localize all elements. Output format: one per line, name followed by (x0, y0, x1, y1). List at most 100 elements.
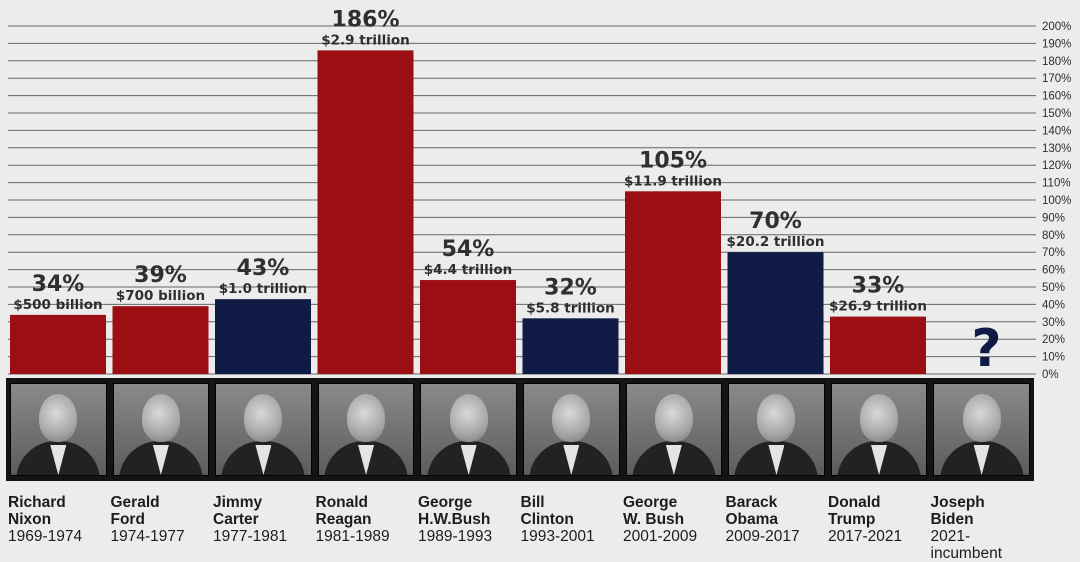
last-name: Ford (110, 511, 145, 528)
percent-label: 70% (749, 209, 802, 234)
bar-labels: 34%$500 billion 39%$700 billion 43%$1.0 tr… (13, 7, 1001, 378)
name-block-h-w-bush: George H.W.Bush 1989-1993 (418, 494, 528, 545)
head-shape (552, 394, 591, 442)
y-axis-ticks: 0% 10% 20% 30% 40% 50% 60% 70% 80% 90% 100% 110% 120… (1042, 21, 1071, 378)
first-name: Donald (828, 494, 881, 511)
name-block-obama: Barack Obama 2009-2017 (726, 494, 836, 545)
debt-label: $4.4 trillion (424, 262, 513, 278)
last-name: Nixon (8, 511, 52, 528)
portrait-reagan (317, 383, 415, 476)
term-years: 1981-1989 (315, 528, 390, 545)
y-tick-label: 110% (1042, 178, 1071, 190)
president-names: Richard Nixon 1969-1974 Gerald Ford 1974-1977… (8, 494, 1078, 562)
last-name: Obama (725, 511, 779, 528)
term-years: 2001-2009 (623, 528, 698, 545)
y-tick-label: 190% (1042, 38, 1071, 50)
bar-carter (215, 299, 311, 374)
percent-label: 32% (544, 275, 597, 300)
y-tick-label: 70% (1042, 247, 1065, 259)
head-shape (244, 394, 283, 442)
y-tick-label: 50% (1042, 282, 1065, 294)
head-shape (962, 394, 1001, 442)
bar-trump (830, 316, 926, 374)
y-tick-label: 30% (1042, 317, 1065, 329)
percent-label: 105% (639, 148, 707, 173)
y-tick-label: 100% (1042, 195, 1071, 207)
bar-ford (112, 306, 209, 374)
bar-obama (727, 252, 824, 374)
head-shape (757, 394, 796, 442)
portrait-w-bush (625, 383, 723, 476)
term-years: 1974-1977 (110, 528, 185, 545)
debt-label: $26.9 trillion (829, 299, 927, 315)
debt-label: $2.9 trillion (321, 32, 410, 48)
term-years: 2017-2021 (828, 528, 903, 545)
term-years: 1977-1981 (213, 528, 288, 545)
first-name: Gerald (110, 494, 160, 511)
head-shape (39, 394, 78, 442)
bar-w-bush (625, 191, 721, 374)
debt-label: $700 billion (116, 288, 205, 304)
name-block-ford: Gerald Ford 1974-1977 (111, 494, 221, 545)
portrait-strip (6, 378, 1034, 481)
first-name: George (418, 494, 473, 511)
y-tick-label: 140% (1042, 125, 1071, 137)
name-block-trump: Donald Trump 2017-2021 (828, 494, 938, 545)
bar-h-w-bush (420, 280, 516, 374)
first-name: Richard (8, 494, 66, 511)
last-name: Carter (213, 511, 259, 528)
bar-reagan (317, 50, 414, 375)
y-tick-label: 10% (1042, 352, 1065, 364)
chart-area: 0% 10% 20% 30% 40% 50% 60% 70% 80% 90% 100% 110% 120… (8, 7, 1071, 378)
term-years: 1969-1974 (8, 528, 83, 545)
name-block-w-bush: George W. Bush 2001-2009 (623, 494, 733, 545)
head-shape (449, 394, 488, 442)
y-tick-label: 80% (1042, 230, 1065, 242)
y-tick-label: 60% (1042, 265, 1065, 277)
first-name: Barack (725, 494, 778, 511)
y-tick-label: 200% (1042, 21, 1071, 33)
debt-label: $1.0 trillion (219, 281, 308, 297)
percent-label: 43% (237, 256, 290, 281)
last-name: Biden (930, 511, 974, 528)
bars (10, 50, 926, 375)
head-shape (141, 394, 180, 442)
last-name: Clinton (520, 511, 574, 528)
y-tick-label: 0% (1042, 369, 1059, 378)
first-name: George (623, 494, 678, 511)
first-name: Bill (520, 494, 545, 511)
term-years: 1993-2001 (520, 528, 595, 545)
last-name: W. Bush (623, 511, 685, 528)
y-tick-label: 90% (1042, 212, 1065, 224)
percent-label: 39% (134, 263, 187, 288)
debt-label: $11.9 trillion (624, 173, 722, 189)
name-block-biden: Joseph Biden 2021-incumbent (931, 494, 1041, 562)
y-tick-label: 160% (1042, 91, 1071, 103)
portrait-clinton (522, 383, 620, 476)
y-tick-label: 170% (1042, 73, 1071, 85)
percent-label: 33% (852, 274, 905, 299)
unknown-value-mark: ? (971, 319, 1001, 378)
debt-label: $20.2 trillion (727, 234, 825, 250)
portrait-nixon (10, 383, 107, 476)
portrait-ford (112, 383, 210, 476)
portrait-obama (728, 383, 825, 476)
term-years: 2009-2017 (725, 528, 800, 545)
first-name: Joseph (930, 494, 985, 511)
debt-label: $500 billion (13, 297, 102, 313)
bar-nixon (10, 314, 106, 374)
name-block-reagan: Ronald Reagan 1981-1989 (316, 494, 426, 545)
term-years: 1989-1993 (418, 528, 493, 545)
portrait-h-w-bush (420, 383, 517, 476)
debt-label: $5.8 trillion (526, 300, 615, 316)
y-tick-label: 180% (1042, 56, 1071, 68)
y-tick-label: 120% (1042, 160, 1071, 172)
last-name: Trump (828, 511, 876, 528)
portrait-biden (933, 383, 1030, 476)
name-block-carter: Jimmy Carter 1977-1981 (213, 494, 323, 545)
y-tick-label: 40% (1042, 299, 1065, 311)
percent-label: 54% (442, 237, 495, 262)
first-name: Jimmy (213, 494, 263, 511)
name-block-clinton: Bill Clinton 1993-2001 (521, 494, 631, 545)
portrait-carter (215, 383, 312, 476)
